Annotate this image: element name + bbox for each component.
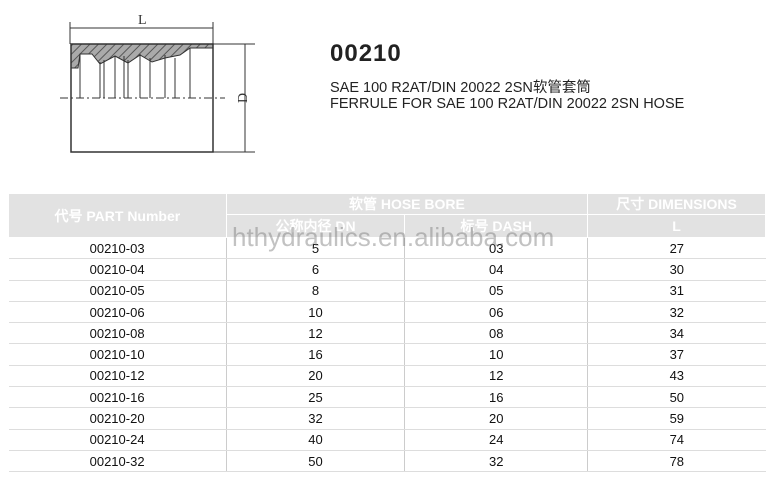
table-row: 00210-20 32 20 59 [8, 407, 766, 430]
length-label: L [138, 13, 147, 28]
table-row: 00210-03 5 03 27 [8, 237, 766, 260]
table-row: 00210-16 25 16 50 [8, 386, 766, 409]
cell-part-number: 00210-05 [8, 280, 227, 302]
cell-dn: 12 [225, 322, 405, 345]
cell-length: 34 [587, 322, 766, 345]
header-dn: 公称内径 DN [225, 214, 406, 238]
cell-dash: 04 [404, 258, 588, 281]
cell-part-number: 00210-32 [8, 450, 227, 473]
subtitle-en: FERRULE FOR SAE 100 R2AT/DIN 20022 2SN H… [330, 96, 685, 112]
cell-length: 32 [587, 301, 766, 324]
cell-length: 78 [587, 450, 766, 473]
cell-dn: 5 [225, 237, 405, 260]
cell-dn: 20 [225, 365, 405, 388]
cell-dash: 03 [404, 237, 588, 260]
ferrule-drawing: L D [60, 13, 255, 153]
cell-dash: 05 [404, 280, 588, 302]
cell-length: 27 [587, 237, 766, 260]
table-row: 00210-08 12 08 34 [8, 322, 766, 345]
cell-part-number: 00210-06 [8, 301, 227, 324]
cell-dn: 40 [225, 429, 405, 451]
table-row: 00210-06 10 06 32 [8, 301, 766, 324]
header-part-number: 代号 PART Number [8, 193, 227, 238]
header-dimensions: 尺寸 DIMENSIONS [587, 193, 766, 215]
cell-length: 74 [587, 429, 766, 451]
diameter-label: D [236, 93, 251, 103]
cell-dash: 32 [404, 450, 588, 473]
cell-length: 37 [587, 343, 766, 366]
cell-length: 31 [587, 280, 766, 302]
watermark: hthydraulics.en.alibaba.com [232, 222, 555, 252]
cell-dash: 24 [404, 429, 588, 451]
table-row: 00210-32 50 32 78 [8, 450, 766, 473]
cell-part-number: 00210-12 [8, 365, 227, 388]
cell-dash: 10 [404, 343, 588, 366]
table-row: 00210-05 8 05 31 [8, 280, 766, 302]
cell-part-number: 00210-08 [8, 322, 227, 345]
product-code: 00210 [330, 40, 402, 67]
spec-table: 代号 PART Number 软管 HOSE BORE 尺寸 DIMENSION… [8, 193, 766, 473]
cell-dn: 32 [225, 407, 405, 430]
cell-dash: 12 [404, 365, 588, 388]
cell-dash: 06 [404, 301, 588, 324]
cell-dn: 25 [225, 386, 405, 409]
table-row: 00210-04 6 04 30 [8, 258, 766, 281]
table-row: 00210-12 20 12 43 [8, 365, 766, 388]
cell-dn: 10 [225, 301, 405, 324]
cell-part-number: 00210-16 [8, 386, 227, 409]
cell-dn: 8 [225, 280, 405, 302]
cell-part-number: 00210-24 [8, 429, 227, 451]
cell-part-number: 00210-04 [8, 258, 227, 281]
table-row: 00210-10 16 10 37 [8, 343, 766, 366]
cell-dn: 50 [225, 450, 405, 473]
cell-length: 43 [587, 365, 766, 388]
cell-dn: 16 [225, 343, 405, 366]
header-hose-bore: 软管 HOSE BORE [225, 193, 589, 215]
cell-part-number: 00210-20 [8, 407, 227, 430]
cell-dash: 16 [404, 386, 588, 409]
cell-dn: 6 [225, 258, 405, 281]
table-row: 00210-24 40 24 74 [8, 429, 766, 451]
cell-length: 30 [587, 258, 766, 281]
header-l: L [587, 214, 766, 238]
cell-dash: 20 [404, 407, 588, 430]
cell-length: 59 [587, 407, 766, 430]
cell-part-number: 00210-10 [8, 343, 227, 366]
cell-dash: 08 [404, 322, 588, 345]
cell-part-number: 00210-03 [8, 237, 227, 260]
subtitle-cn: SAE 100 R2AT/DIN 20022 2SN软管套筒 [330, 80, 591, 96]
cell-length: 50 [587, 386, 766, 409]
